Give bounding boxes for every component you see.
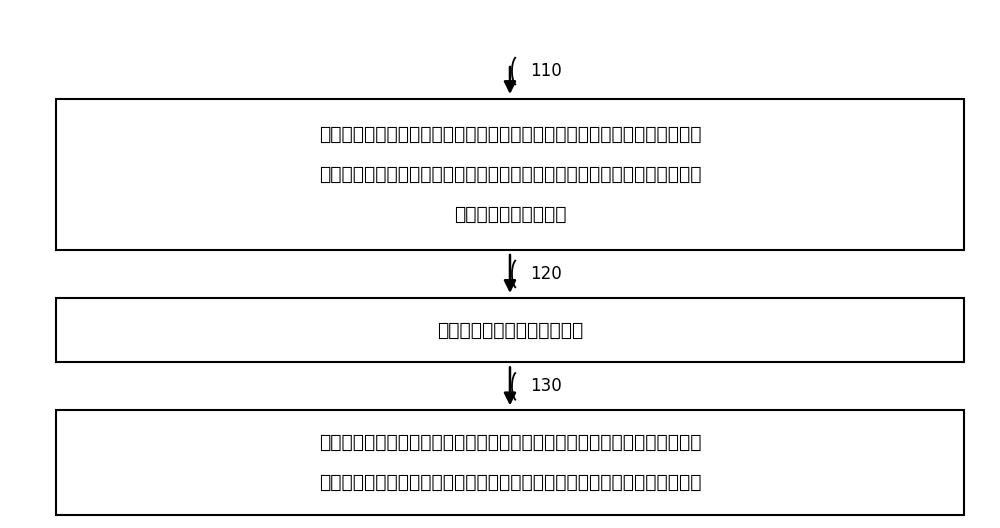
Text: 接收安装于所述舰船的噪声测量仪采集的噪声信号，所述噪声信号包含由航行: 接收安装于所述舰船的噪声测量仪采集的噪声信号，所述噪声信号包含由航行 [319,125,701,144]
Text: 目标海域内发射的噪声: 目标海域内发射的噪声 [454,205,566,224]
Text: 120: 120 [530,265,562,283]
Text: 于目标海域的所述舰船自身发出的噪声和安装于所述舰船的噪声干扰器在所述: 于目标海域的所述舰船自身发出的噪声和安装于所述舰船的噪声干扰器在所述 [319,165,701,184]
Text: 130: 130 [530,378,562,395]
Bar [56,298,964,363]
Text: 获取所述噪声信号的频谱数据: 获取所述噪声信号的频谱数据 [437,320,583,340]
Bar [56,410,964,515]
Text: 110: 110 [530,62,562,80]
Text: 在频谱数据与目标海域环境噪声的标准频谱不匹配的情况下，根据所述标准频: 在频谱数据与目标海域环境噪声的标准频谱不匹配的情况下，根据所述标准频 [319,433,701,452]
Text: 谱调整所述噪声干扰器的发射参数，直到所述频谱数据与所述标准频谱相匹配: 谱调整所述噪声干扰器的发射参数，直到所述频谱数据与所述标准频谱相匹配 [319,473,701,492]
Bar [56,99,964,250]
